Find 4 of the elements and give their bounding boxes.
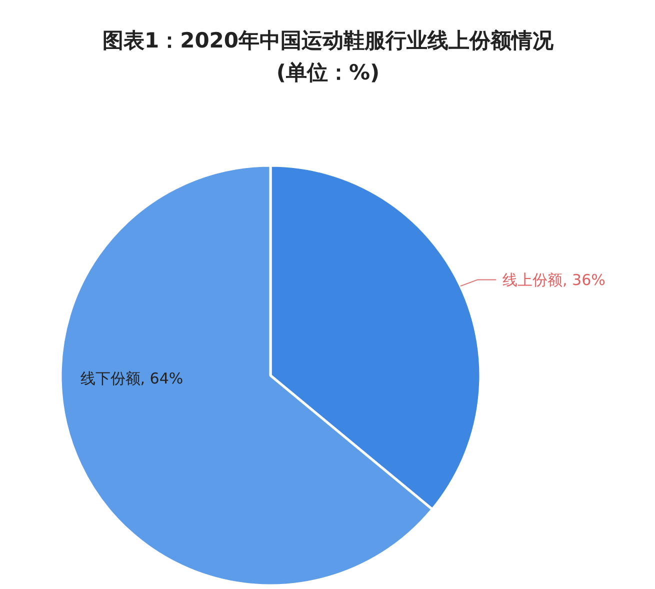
slice-label: 线上份额, 36% [502, 270, 606, 289]
chart-subtitle: (单位：%) [276, 60, 380, 84]
slice-label: 线下份额, 64% [80, 369, 184, 388]
chart-title: 图表1：2020年中国运动鞋服行业线上份额情况 [102, 28, 555, 52]
